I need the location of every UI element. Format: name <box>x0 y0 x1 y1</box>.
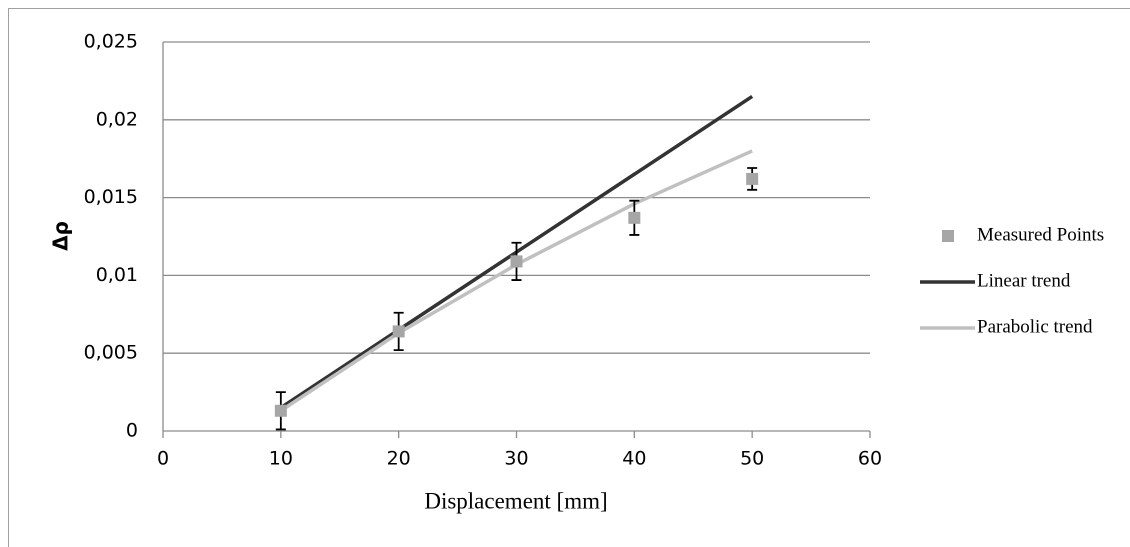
point <box>746 172 759 185</box>
x-tick-label: 60 <box>858 448 882 470</box>
legend-label: Measured Points <box>977 224 1104 245</box>
y-tick-label: 0,02 <box>96 108 138 130</box>
x-tick-label: 10 <box>269 448 293 470</box>
y-tick-label: 0,01 <box>96 264 138 286</box>
x-tick-label: 20 <box>387 448 411 470</box>
legend-label: Linear trend <box>977 270 1071 291</box>
x-axis-label: Displacement [mm] <box>424 488 607 513</box>
legend-label: Parabolic trend <box>977 316 1093 337</box>
point <box>510 255 523 268</box>
y-tick-label: 0,015 <box>84 186 138 208</box>
x-tick-label: 50 <box>740 448 764 470</box>
x-tick-label: 0 <box>157 448 169 470</box>
legend-marker <box>942 230 954 242</box>
x-tick-label: 30 <box>504 448 528 470</box>
y-axis-label: Δρ <box>49 221 73 251</box>
y-tick-label: 0,025 <box>84 31 138 53</box>
y-tick-label: 0,005 <box>84 342 138 364</box>
x-tick-label: 40 <box>622 448 646 470</box>
point <box>392 325 405 338</box>
frame <box>8 8 1130 547</box>
point <box>274 404 287 417</box>
point <box>628 211 641 224</box>
y-tick-label: 0 <box>126 420 138 442</box>
